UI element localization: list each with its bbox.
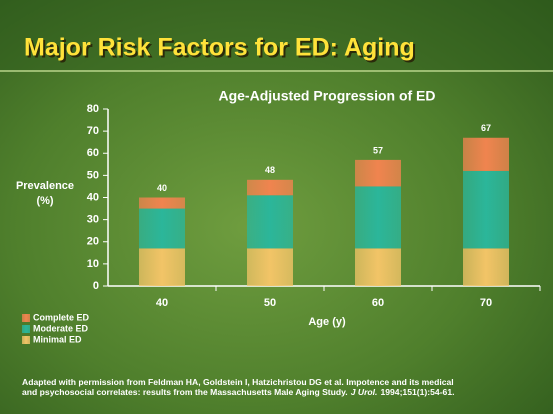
y-tick-label: 20 [87, 236, 99, 248]
y-tick-label: 30 [87, 214, 99, 226]
bar-segment [355, 186, 401, 249]
x-tick-label: 60 [372, 297, 384, 309]
x-tick-label: 40 [156, 297, 168, 309]
legend-label: Moderate ED [33, 323, 89, 333]
y-axis-label: Prevalence [16, 180, 74, 192]
legend-swatch [22, 314, 30, 322]
footnote-journal: J Urol. [350, 387, 378, 397]
legend-label: Complete ED [33, 312, 90, 322]
footnote-line: and psychosocial correlates: results fro… [22, 387, 522, 397]
footnote: Adapted with permission from Feldman HA,… [22, 377, 522, 397]
y-tick-label: 10 [87, 258, 99, 270]
bar-segment [247, 248, 293, 286]
footnote-line: Adapted with permission from Feldman HA,… [22, 377, 454, 387]
legend-label: Minimal ED [33, 334, 82, 344]
bar-segment [463, 170, 509, 249]
footnote-citation: 1994;151(1):54-61. [380, 387, 455, 397]
bar-segment [463, 137, 509, 171]
total-label: 57 [373, 145, 383, 155]
bar-segment [139, 208, 185, 249]
bar-segment [355, 159, 401, 187]
bar-segment [463, 248, 509, 286]
y-tick-label: 70 [87, 125, 99, 137]
bar-segment [247, 195, 293, 249]
y-axis-label: (%) [36, 195, 53, 207]
x-tick-label: 70 [480, 297, 492, 309]
total-label: 40 [157, 183, 167, 193]
bar-segment [247, 179, 293, 196]
y-tick-label: 60 [87, 147, 99, 159]
y-tick-label: 40 [87, 191, 99, 203]
header-band [0, 0, 553, 70]
x-axis-label: Age (y) [308, 316, 346, 328]
legend-swatch [22, 325, 30, 333]
bar-segment [139, 248, 185, 286]
bar-segment [355, 248, 401, 286]
chart-title: Age-Adjusted Progression of ED [218, 88, 435, 104]
legend-swatch [22, 336, 30, 344]
footnote-text: and psychosocial correlates: results fro… [22, 387, 348, 397]
x-tick-label: 50 [264, 297, 276, 309]
y-tick-label: 0 [93, 280, 99, 292]
title-shadow: Major Risk Factors for ED: Aging [26, 36, 417, 64]
bar-segment [139, 197, 185, 209]
y-tick-label: 50 [87, 169, 99, 181]
y-tick-label: 80 [87, 103, 99, 115]
total-label: 48 [265, 165, 275, 175]
slide-title: Major Risk Factors for ED: Aging [24, 34, 415, 62]
total-label: 67 [481, 123, 491, 133]
